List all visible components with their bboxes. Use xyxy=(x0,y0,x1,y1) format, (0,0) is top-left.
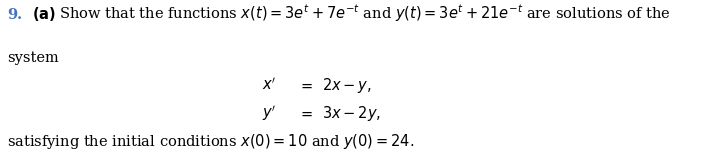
Text: $3x - 2y,$: $3x - 2y,$ xyxy=(322,104,381,123)
Text: $\mathbf{(a)}$: $\mathbf{(a)}$ xyxy=(32,5,55,23)
Text: Show that the functions $x(t) = 3e^t + 7e^{-t}$ and $y(t) = 3e^t + 21e^{-t}$ are: Show that the functions $x(t) = 3e^t + 7… xyxy=(59,2,671,24)
Text: $2x - y,$: $2x - y,$ xyxy=(322,76,371,95)
Text: $=$: $=$ xyxy=(298,107,314,121)
Text: 9.: 9. xyxy=(7,8,22,22)
Text: system: system xyxy=(7,51,59,65)
Text: $=$: $=$ xyxy=(298,79,314,93)
Text: $x'$: $x'$ xyxy=(262,76,276,93)
Text: satisfying the initial conditions $x(0) = 10$ and $y(0) = 24.$: satisfying the initial conditions $x(0) … xyxy=(7,132,414,151)
Text: $y'$: $y'$ xyxy=(262,103,276,123)
